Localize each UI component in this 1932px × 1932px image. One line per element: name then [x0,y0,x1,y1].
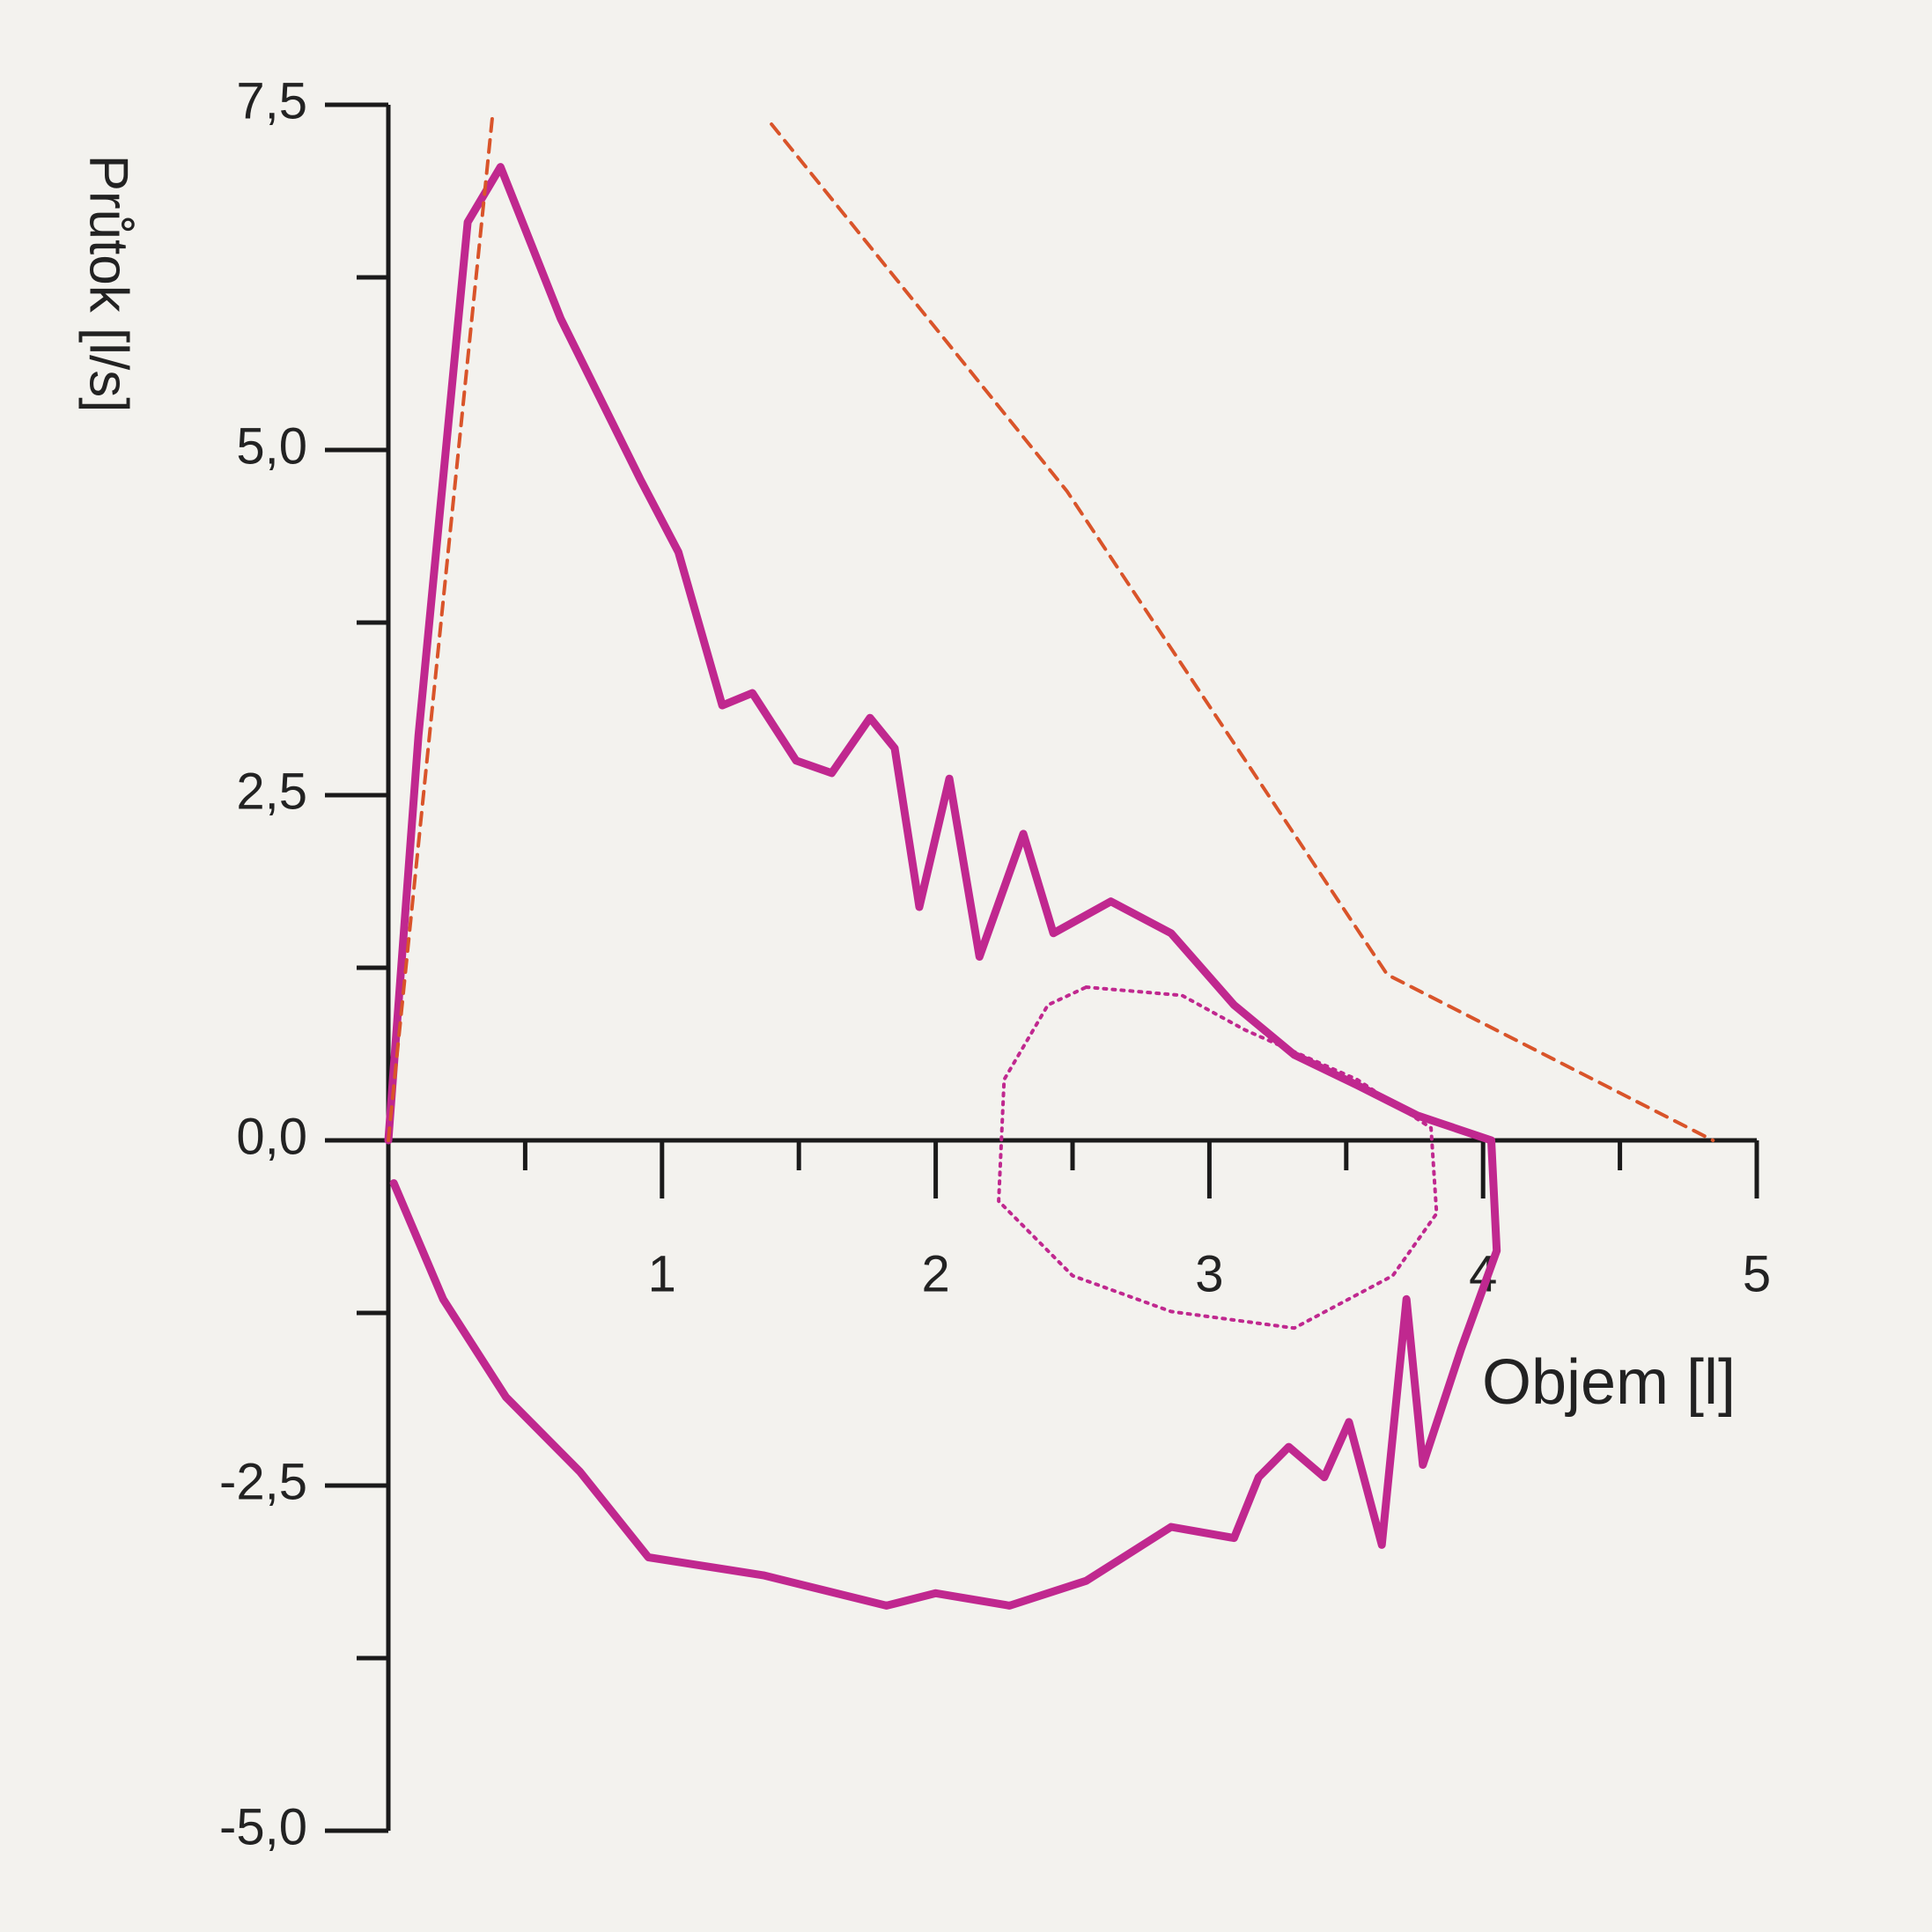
x-tick-label: 1 [648,1245,676,1302]
series-line [387,115,495,1142]
series-line [384,163,1501,1610]
x-tick-label: 5 [1743,1245,1771,1302]
series-line [997,985,1439,1331]
y-tick-label: -5,0 [219,1798,307,1855]
y-tick-label: 2,5 [236,763,307,820]
x-tick-label: 2 [921,1245,949,1302]
y-tick-label: 7,5 [236,72,307,129]
y-axis-label: Průtok [l/s] [78,155,139,413]
y-tick-label: 0,0 [236,1108,307,1165]
y-tick-label: -2,5 [219,1453,307,1510]
x-tick-label: 3 [1195,1245,1223,1302]
series-line [770,122,1715,1142]
y-tick-label: 5,0 [236,417,307,475]
x-axis-label: Objem [l] [1482,1347,1736,1418]
